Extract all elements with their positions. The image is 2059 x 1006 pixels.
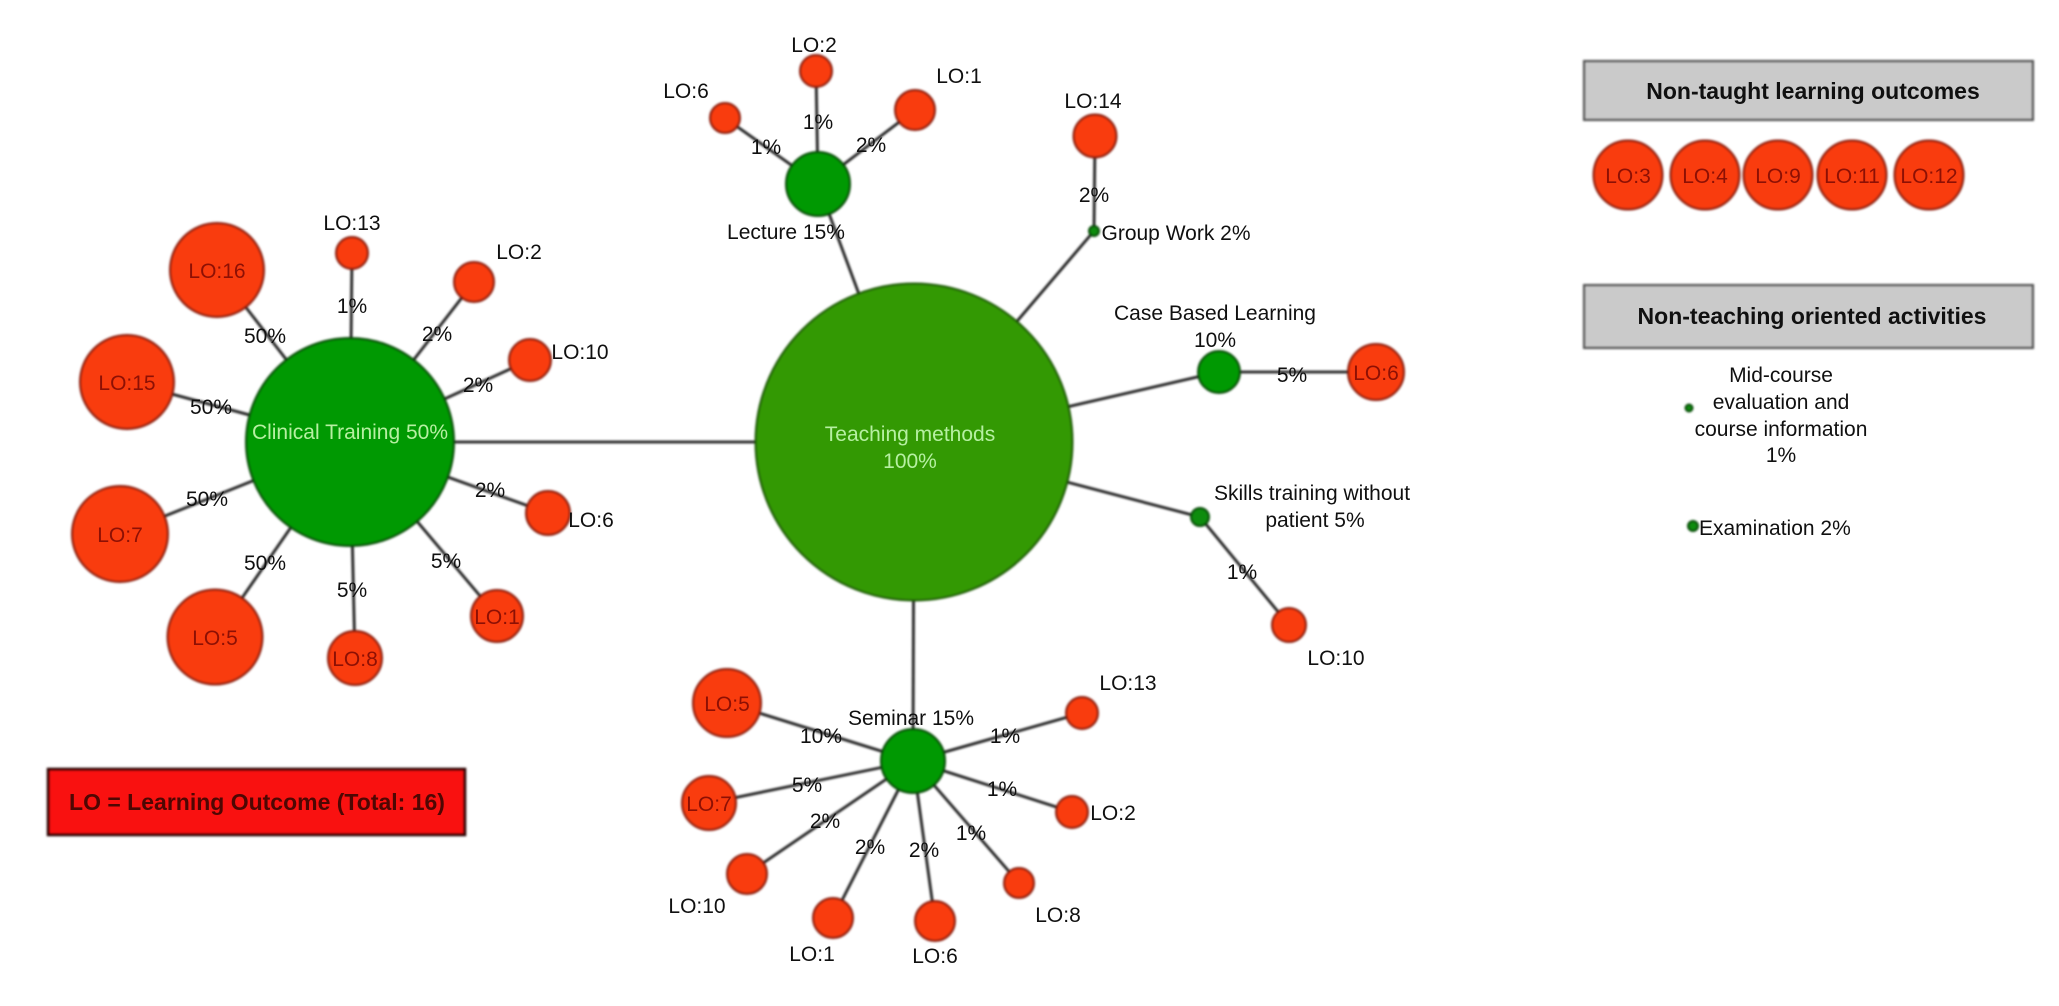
svg-text:LO:3: LO:3 [1605,165,1651,188]
svg-text:2%: 2% [855,836,885,859]
svg-text:course information: course information [1695,418,1868,441]
svg-text:LO:14: LO:14 [1064,90,1122,113]
svg-text:Non-taught learning outcomes: Non-taught learning outcomes [1646,78,1980,104]
svg-text:2%: 2% [463,374,493,397]
svg-text:2%: 2% [1079,184,1109,207]
svg-text:Teaching methods: Teaching methods [825,423,995,446]
svg-text:Case Based Learning: Case Based Learning [1114,302,1316,325]
svg-text:2%: 2% [422,323,452,346]
svg-text:LO:10: LO:10 [551,341,608,364]
svg-text:LO:6: LO:6 [568,509,614,532]
svg-text:50%: 50% [190,396,232,419]
svg-text:LO:16: LO:16 [188,260,245,283]
svg-text:Group Work 2%: Group Work 2% [1102,222,1251,245]
svg-text:LO:2: LO:2 [791,34,837,57]
svg-text:Examination 2%: Examination 2% [1699,517,1851,540]
svg-text:LO:5: LO:5 [704,693,750,716]
svg-text:Mid-course: Mid-course [1729,364,1833,387]
svg-text:10%: 10% [1194,329,1236,352]
svg-text:LO:2: LO:2 [1090,802,1136,825]
svg-text:5%: 5% [792,774,822,797]
svg-text:LO = Learning Outcome (Total:: LO = Learning Outcome (Total: 16) [69,789,445,815]
svg-text:Clinical Training 50%: Clinical Training 50% [252,421,448,444]
svg-text:100%: 100% [883,450,937,473]
svg-text:LO:6: LO:6 [663,80,709,103]
svg-text:1%: 1% [1227,561,1257,584]
svg-text:LO:10: LO:10 [668,895,725,918]
svg-text:Seminar 15%: Seminar 15% [848,707,974,730]
svg-text:LO:8: LO:8 [1035,904,1081,927]
svg-text:LO:10: LO:10 [1307,647,1364,670]
svg-text:50%: 50% [244,552,286,575]
svg-text:LO:13: LO:13 [323,212,380,235]
svg-text:LO:15: LO:15 [98,372,155,395]
svg-text:LO:6: LO:6 [1353,362,1399,385]
svg-text:Skills training without: Skills training without [1214,482,1410,505]
svg-text:2%: 2% [475,479,505,502]
svg-text:1%: 1% [337,295,367,318]
svg-text:evaluation and: evaluation and [1713,391,1850,414]
svg-text:5%: 5% [337,579,367,602]
svg-text:LO:1: LO:1 [789,943,835,966]
svg-text:2%: 2% [810,810,840,833]
svg-text:10%: 10% [800,725,842,748]
svg-text:LO:13: LO:13 [1099,672,1156,695]
svg-text:LO:9: LO:9 [1755,165,1801,188]
svg-text:LO:2: LO:2 [496,241,542,264]
svg-text:LO:5: LO:5 [192,627,238,650]
svg-text:1%: 1% [990,725,1020,748]
svg-text:LO:7: LO:7 [686,793,732,816]
svg-text:LO:6: LO:6 [912,945,958,968]
svg-text:1%: 1% [803,111,833,134]
svg-text:5%: 5% [431,550,461,573]
svg-text:Non-teaching oriented activiti: Non-teaching oriented activities [1638,303,1987,329]
svg-text:LO:1: LO:1 [474,606,520,629]
svg-text:50%: 50% [186,488,228,511]
svg-text:LO:12: LO:12 [1900,165,1957,188]
svg-text:2%: 2% [909,839,939,862]
svg-text:2%: 2% [856,134,886,157]
svg-text:LO:7: LO:7 [97,524,143,547]
svg-text:1%: 1% [987,778,1017,801]
svg-text:1%: 1% [1766,444,1796,467]
svg-text:Lecture 15%: Lecture 15% [727,221,845,244]
svg-text:50%: 50% [244,325,286,348]
svg-text:LO:1: LO:1 [936,65,982,88]
svg-text:5%: 5% [1277,364,1307,387]
svg-text:LO:4: LO:4 [1682,165,1728,188]
svg-text:LO:8: LO:8 [332,648,378,671]
svg-text:1%: 1% [956,822,986,845]
svg-text:patient 5%: patient 5% [1265,509,1364,532]
svg-text:LO:11: LO:11 [1824,165,1880,188]
svg-text:1%: 1% [751,136,781,159]
